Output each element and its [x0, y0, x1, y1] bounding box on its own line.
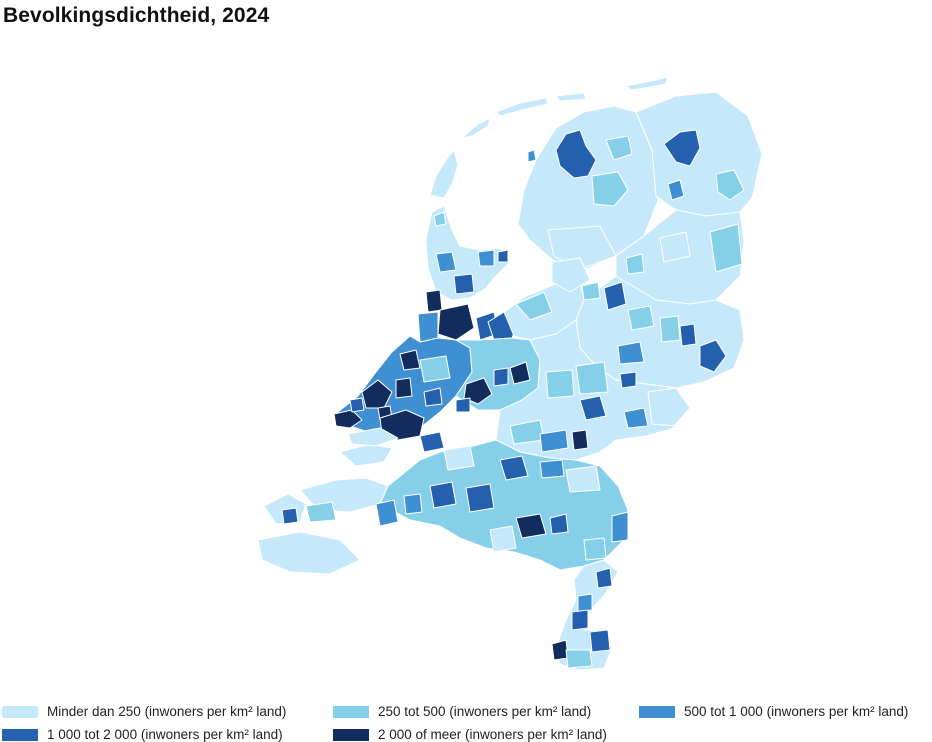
region-venlo: [595, 567, 613, 589]
region-zeeuws-vlaanderen: [257, 531, 361, 575]
region-utrecht-city: [463, 377, 493, 405]
region-zaanstad: [453, 273, 475, 295]
legend-swatch-class4: [2, 728, 38, 741]
region-alkmaar: [435, 251, 457, 273]
region-groningen-city: [663, 129, 701, 167]
region-fries-middle: [591, 171, 629, 207]
region-leeuwarden: [555, 129, 597, 179]
region-lelystad: [515, 291, 553, 321]
region-wadden-ameland: [555, 92, 587, 102]
legend-label-class2: 250 tot 500 (inwoners per km² land): [378, 704, 592, 719]
region-harlingen: [527, 149, 537, 163]
legend-item-class4: 1 000 tot 2 000 (inwoners per km² land): [2, 727, 283, 742]
region-westland: [349, 397, 365, 413]
region-kampen: [581, 281, 601, 301]
region-gouda: [423, 387, 443, 407]
region-haarlem: [425, 289, 443, 313]
region-west-brabant: [443, 445, 475, 471]
region-wadden-vlieland: [461, 117, 491, 139]
region-den-haag: [361, 379, 393, 409]
region-venlo-north: [611, 511, 629, 543]
region-deventer: [617, 341, 645, 365]
region-nieuwegein: [455, 397, 471, 413]
region-goeree: [347, 427, 399, 447]
legend-item-class1: Minder dan 250 (inwoners per km² land): [2, 704, 286, 719]
region-enkhuizen: [497, 249, 509, 263]
region-den-helder: [433, 211, 447, 227]
region-arnhem: [579, 395, 607, 421]
legend-label-class4: 1 000 tot 2 000 (inwoners per km² land): [47, 727, 283, 742]
region-noord-holland: [425, 205, 511, 301]
region-dordrecht: [419, 431, 445, 453]
region-eindhoven: [515, 513, 547, 539]
region-alphen: [419, 355, 451, 383]
region-zwolle: [603, 281, 627, 311]
region-roermond: [577, 593, 593, 613]
region-emmen: [709, 223, 743, 273]
region-noordoostpolder: [551, 257, 591, 293]
region-twente: [659, 315, 681, 343]
legend-item-class2: 250 tot 500 (inwoners per km² land): [333, 704, 591, 719]
region-uden: [565, 465, 601, 493]
legend-swatch-class3: [639, 705, 675, 718]
region-rivierenland: [539, 429, 569, 453]
region-almelo: [679, 323, 697, 347]
region-nijmegen: [571, 429, 589, 451]
choropleth-map: [0, 40, 932, 680]
region-kempen: [489, 525, 517, 553]
legend-swatch-class2: [333, 705, 369, 718]
netherlands-map-svg: [257, 76, 763, 671]
legend-swatch-class5: [333, 728, 369, 741]
region-amersfoort: [509, 361, 531, 385]
region-bergen-op-zoom: [375, 499, 399, 527]
region-ede: [545, 369, 575, 399]
region-zoetermeer: [395, 377, 413, 399]
region-hoorn: [477, 249, 495, 267]
region-goes: [305, 501, 337, 523]
map-title: Bevolkingsdichtheid, 2024: [3, 4, 270, 27]
region-fries-north: [605, 135, 633, 161]
region-vlissingen: [281, 507, 299, 525]
region-hoogezand: [667, 179, 685, 201]
region-zeist: [493, 367, 509, 387]
legend-label-class5: 2 000 of meer (inwoners per km² land): [378, 727, 607, 742]
region-sittard: [571, 609, 589, 631]
legend-item-class5: 2 000 of meer (inwoners per km² land): [333, 727, 607, 742]
region-leiden: [399, 349, 421, 371]
region-hoogeveen: [625, 253, 645, 275]
region-sneek-south: [547, 225, 617, 271]
legend-item-class3: 500 tot 1 000 (inwoners per km² land): [639, 704, 908, 719]
region-assen: [659, 231, 691, 263]
region-hengelo: [699, 339, 727, 373]
region-ommen: [627, 305, 655, 331]
region-delfzijl: [715, 169, 745, 201]
region-wadden-texel: [429, 149, 459, 199]
region-zutphen: [619, 371, 637, 389]
region-haarlemmermeer: [417, 311, 439, 343]
region-maasvlakte: [333, 409, 363, 429]
legend-label-class3: 500 tot 1 000 (inwoners per km² land): [684, 704, 909, 719]
region-schouwen: [339, 443, 393, 467]
region-peel: [583, 537, 607, 561]
map-legend: Minder dan 250 (inwoners per km² land) 2…: [0, 698, 932, 742]
legend-label-class1: Minder dan 250 (inwoners per km² land): [47, 704, 287, 719]
region-achterhoek: [647, 387, 691, 427]
region-roosendaal: [403, 493, 423, 515]
legend-swatch-class1: [2, 705, 38, 718]
region-amsterdam: [437, 303, 475, 341]
region-apeldoorn: [575, 361, 609, 395]
region-wadden-terschelling: [495, 97, 549, 117]
region-helmond: [549, 513, 569, 535]
region-wadden-schiermonnikoog: [625, 76, 669, 91]
region-breda: [429, 481, 457, 509]
region-doetinchem: [623, 407, 649, 429]
region-heerlen: [589, 629, 611, 653]
region-den-bosch: [499, 455, 529, 481]
region-tilburg: [465, 483, 495, 513]
region-oss: [539, 459, 565, 479]
region-zuid-limburg: [565, 649, 593, 669]
